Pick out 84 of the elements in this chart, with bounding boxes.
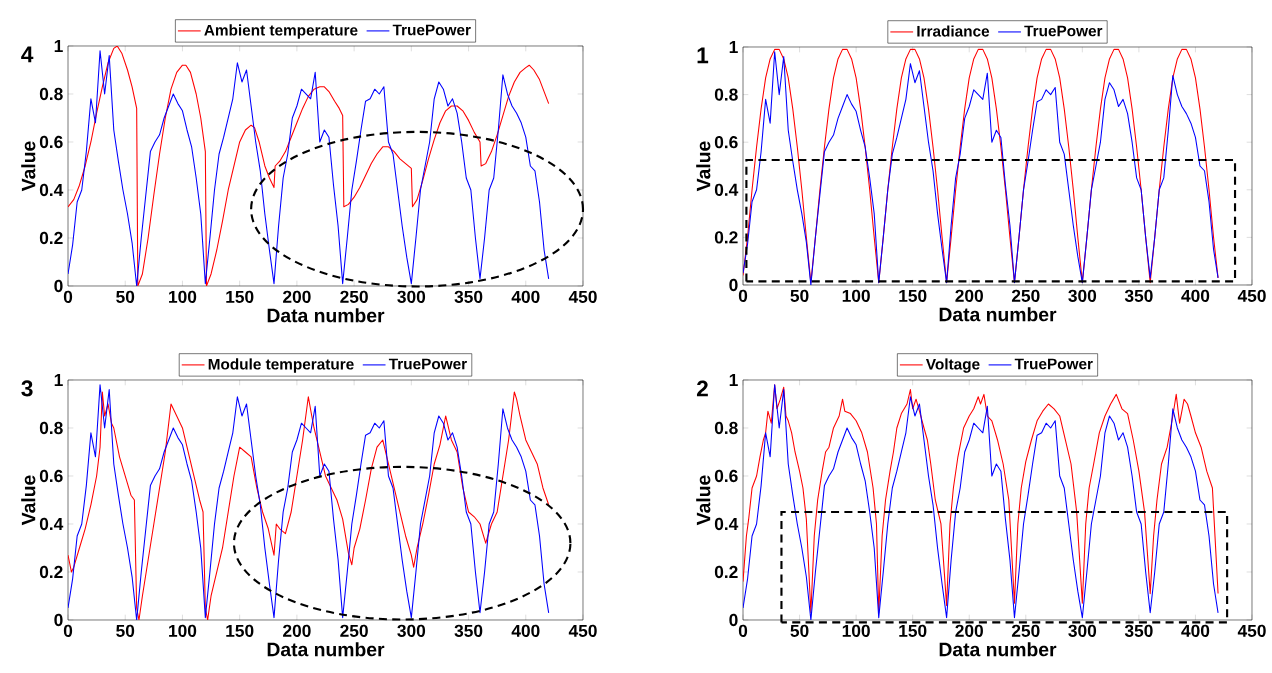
x-tick-label: 0 bbox=[63, 624, 73, 637]
x-tick-label: 250 bbox=[340, 624, 368, 637]
x-tick-label: 450 bbox=[568, 290, 597, 303]
y-tick-label: 0.2 bbox=[714, 231, 738, 244]
y-tick-label: 0 bbox=[54, 613, 63, 627]
y-tick-label: 1 bbox=[729, 41, 738, 53]
legend-label: Irradiance bbox=[917, 25, 990, 37]
y-tick-label: 1 bbox=[729, 374, 738, 386]
y-tick-label: 0.8 bbox=[39, 87, 63, 101]
x-tick-label: 200 bbox=[283, 624, 311, 637]
text: 4 bbox=[21, 46, 34, 63]
y-axis-title: Value bbox=[696, 141, 711, 192]
x-tick-label: 250 bbox=[1011, 624, 1040, 637]
x-tick-label: 350 bbox=[454, 290, 483, 303]
x-tick-label: 250 bbox=[1011, 289, 1040, 302]
legend-label: TruePower bbox=[388, 358, 467, 370]
y-tick-label: 0.8 bbox=[714, 88, 738, 101]
x-tick-label: 450 bbox=[1237, 289, 1266, 302]
y-axis-title: Value bbox=[21, 141, 36, 192]
y-tick-label: 0.8 bbox=[714, 421, 738, 435]
y-axis-title: Value bbox=[21, 475, 36, 526]
y-tick-label: 0 bbox=[54, 279, 63, 293]
legend-label: TruePower bbox=[1024, 25, 1103, 37]
x-tick-label: 400 bbox=[511, 290, 540, 303]
x-tick-label: 200 bbox=[283, 290, 311, 303]
x-tick-label: 100 bbox=[169, 624, 197, 637]
x-axis-title: Data number bbox=[267, 642, 385, 657]
x-tick-label: 350 bbox=[1124, 289, 1153, 302]
x-tick-label: 300 bbox=[397, 624, 426, 637]
x-tick-label: 100 bbox=[842, 289, 870, 302]
x-tick-label: 350 bbox=[454, 624, 483, 637]
y-tick-label: 0.6 bbox=[714, 469, 738, 483]
x-tick-label: 150 bbox=[899, 624, 927, 637]
legend-label: TruePower bbox=[392, 24, 471, 36]
x-tick-label: 0 bbox=[738, 289, 748, 302]
text: 3 bbox=[21, 380, 33, 397]
x-tick-label: 100 bbox=[842, 624, 870, 637]
x-axis-title: Data number bbox=[267, 308, 385, 323]
y-tick-label: 0 bbox=[729, 278, 738, 292]
y-tick-label: 0.6 bbox=[39, 469, 63, 483]
x-tick-label: 150 bbox=[226, 290, 254, 303]
x-axis-title: Data number bbox=[939, 307, 1057, 322]
x-tick-label: 50 bbox=[116, 290, 135, 303]
y-tick-label: 0.2 bbox=[714, 565, 738, 579]
y-tick-label: 1 bbox=[54, 40, 63, 52]
legend-label: Module temperature bbox=[208, 358, 354, 373]
legend-label: TruePower bbox=[1014, 358, 1093, 370]
x-tick-label: 0 bbox=[63, 290, 73, 303]
x-tick-label: 50 bbox=[116, 624, 135, 637]
y-tick-label: 0.4 bbox=[714, 517, 739, 531]
legend-label: Voltage bbox=[925, 358, 980, 373]
y-tick-label: 1 bbox=[54, 374, 63, 386]
y-tick-label: 0.6 bbox=[714, 136, 738, 149]
y-tick-label: 0.4 bbox=[714, 183, 739, 196]
legend-label: Ambient temperature bbox=[204, 24, 358, 39]
y-tick-label: 0.4 bbox=[39, 517, 64, 531]
x-tick-label: 450 bbox=[568, 624, 597, 637]
x-tick-label: 150 bbox=[899, 289, 927, 302]
x-tick-label: 450 bbox=[1237, 624, 1266, 637]
text: 1 bbox=[697, 47, 709, 64]
x-tick-label: 200 bbox=[955, 624, 983, 637]
x-tick-label: 400 bbox=[1181, 289, 1210, 302]
y-tick-label: 0.2 bbox=[39, 565, 63, 579]
x-tick-label: 100 bbox=[169, 290, 197, 303]
x-tick-label: 400 bbox=[1181, 624, 1210, 637]
x-tick-label: 300 bbox=[1068, 289, 1097, 302]
x-axis-title: Data number bbox=[939, 642, 1057, 657]
x-tick-label: 250 bbox=[340, 290, 368, 303]
y-tick-label: 0.4 bbox=[39, 183, 64, 197]
x-tick-label: 150 bbox=[226, 624, 254, 637]
x-tick-label: 50 bbox=[790, 289, 809, 302]
x-tick-label: 0 bbox=[738, 624, 748, 637]
y-tick-label: 0.2 bbox=[39, 231, 63, 245]
x-tick-label: 300 bbox=[397, 290, 426, 303]
y-tick-label: 0 bbox=[729, 613, 738, 627]
x-tick-label: 50 bbox=[790, 624, 809, 637]
y-tick-label: 0.8 bbox=[39, 421, 63, 435]
y-axis-title: Value bbox=[696, 475, 711, 526]
x-tick-label: 200 bbox=[955, 289, 983, 302]
text: 2 bbox=[696, 380, 708, 397]
x-tick-label: 400 bbox=[511, 624, 540, 637]
x-tick-label: 300 bbox=[1068, 624, 1097, 637]
y-tick-label: 0.6 bbox=[39, 135, 63, 149]
x-tick-label: 350 bbox=[1124, 624, 1153, 637]
